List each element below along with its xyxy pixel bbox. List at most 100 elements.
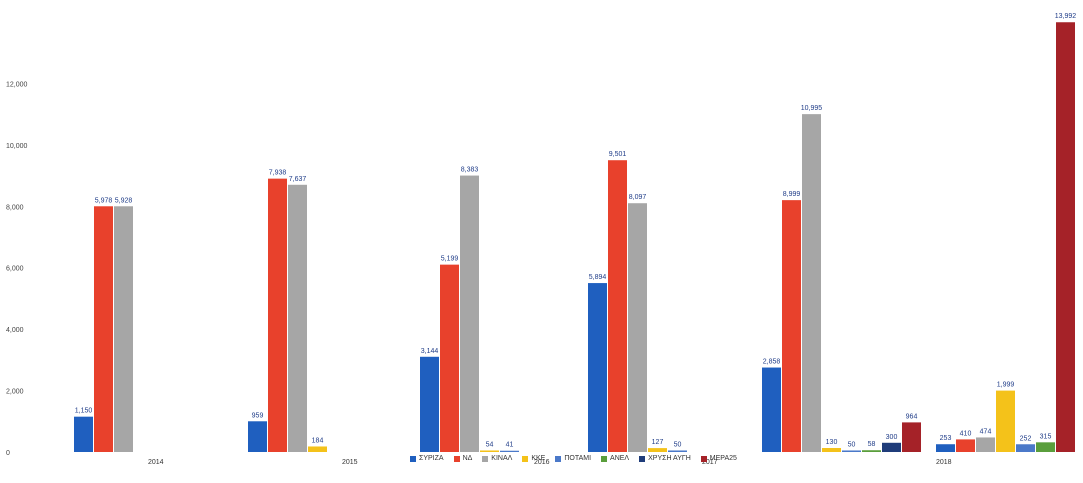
data-label: 5,199 <box>441 256 459 263</box>
bar-2015-2 <box>288 184 307 453</box>
data-label: 300 <box>886 434 898 441</box>
bar-2016-1 <box>440 264 459 452</box>
bar-2017-4 <box>668 450 687 452</box>
legend-label: ΠΟΤΑΜΙ <box>564 455 592 462</box>
y-tick-label: 10,000 <box>6 143 28 150</box>
legend-label: ΚΚΕ <box>531 455 546 462</box>
data-label: 8,097 <box>629 194 647 201</box>
bar-2014-0 <box>74 416 93 452</box>
data-label: 50 <box>848 441 856 448</box>
bar-2016-0 <box>420 356 439 452</box>
bar-2019-5 <box>1036 442 1055 452</box>
data-label: 5,894 <box>589 274 607 281</box>
x-tick-label: 2016 <box>534 459 550 466</box>
bar-2018-7 <box>902 422 921 452</box>
bar-2018-0 <box>762 367 781 452</box>
data-label: 127 <box>652 439 664 446</box>
y-tick-label: 6,000 <box>6 266 24 273</box>
legend-item: ΜΕΡΑ25 <box>700 455 737 462</box>
bar-2018-5 <box>862 450 881 452</box>
y-tick-label: 8,000 <box>6 204 24 211</box>
bar-2018-3 <box>822 448 841 452</box>
data-label: 50 <box>674 441 682 448</box>
bar-2018-1 <box>782 200 801 452</box>
bar-2015-3 <box>308 446 327 452</box>
legend-label: ΣΥΡΙΖΑ <box>419 455 444 462</box>
data-label: 1,999 <box>997 382 1015 389</box>
legend-swatch <box>482 455 489 462</box>
bar-2019-4 <box>1016 444 1035 452</box>
y-tick-label: 2,000 <box>6 389 24 396</box>
data-label: 410 <box>960 430 972 437</box>
data-label: 13,992 <box>1055 13 1077 20</box>
data-label: 252 <box>1020 435 1032 442</box>
data-label: 58 <box>868 441 876 448</box>
bar-2019-0 <box>936 444 955 452</box>
legend-swatch <box>700 455 707 462</box>
bar-2019-7 <box>1056 22 1075 452</box>
data-label: 7,637 <box>289 176 307 183</box>
data-label: 41 <box>506 442 514 449</box>
data-label: 184 <box>312 437 324 444</box>
bar-2019-1 <box>956 439 975 452</box>
data-label: 9,501 <box>609 151 627 158</box>
bar-2014-1 <box>94 206 113 452</box>
x-tick-label: 2015 <box>342 459 358 466</box>
bar-2019-2 <box>976 437 995 452</box>
data-label: 3,144 <box>421 348 439 355</box>
bar-2015-1 <box>268 178 287 452</box>
data-label: 10,995 <box>801 105 823 112</box>
bar-2016-4 <box>500 450 519 452</box>
data-label: 2,858 <box>763 359 781 366</box>
bar-2016-2 <box>460 175 479 453</box>
bar-2017-2 <box>628 203 647 452</box>
bar-2017-1 <box>608 160 627 452</box>
legend-swatch <box>639 455 646 462</box>
legend-label: ΑΝΕΛ <box>610 455 630 462</box>
bar-2018-6 <box>882 442 901 452</box>
data-label: 474 <box>980 428 992 435</box>
legend-label: ΜΕΡΑ25 <box>709 455 737 462</box>
legend-item: ΣΥΡΙΖΑ <box>410 455 444 462</box>
bar-2018-2 <box>802 114 821 453</box>
data-label: 130 <box>826 439 838 446</box>
data-label: 964 <box>906 413 918 420</box>
x-tick-label: 2018 <box>936 459 952 466</box>
y-tick-label: 12,000 <box>6 81 28 88</box>
x-tick-label: 2014 <box>148 459 164 466</box>
bar-2017-0 <box>588 283 607 452</box>
legend-swatch <box>410 455 416 462</box>
legend-item: ΑΝΕΛ <box>601 455 629 462</box>
bar-2019-3 <box>996 390 1015 452</box>
data-label: 7,938 <box>269 170 287 177</box>
data-label: 253 <box>940 435 952 442</box>
bar-2015-0 <box>248 421 267 452</box>
legend-label: ΧΡΥΣΗ ΑΥΓΗ <box>648 455 691 462</box>
chart-legend: ΣΥΡΙΖΑ ΝΔ ΚΙΝΑΛ ΚΚΕ ΠΟΤΑΜΙ ΑΝΕΛ ΧΡΥΣΗ ΑΥΓΗ ΜΕΡΑ… <box>410 455 737 462</box>
legend-label: ΚΙΝΑΛ <box>491 455 513 462</box>
legend-swatch <box>555 455 562 462</box>
legend-swatch <box>453 455 460 462</box>
legend-label: ΝΔ <box>462 455 473 462</box>
data-label: 5,928 <box>115 197 133 204</box>
bar-2016-3 <box>480 450 499 452</box>
bar-2017-3 <box>648 448 667 452</box>
data-label: 315 <box>1040 433 1052 440</box>
bar-2014-2 <box>114 206 133 452</box>
y-tick-label: 0 <box>6 450 10 457</box>
data-label: 8,999 <box>783 191 801 198</box>
data-label: 8,383 <box>461 167 479 174</box>
legend-item: ΚΚΕ <box>522 455 545 462</box>
y-tick-label: 4,000 <box>6 327 24 334</box>
legend-item: ΝΔ <box>453 455 473 462</box>
legend-swatch <box>601 455 608 462</box>
legend-item: ΧΡΥΣΗ ΑΥΓΗ <box>639 455 691 462</box>
legend-item: ΚΙΝΑΛ <box>482 455 512 462</box>
data-label: 959 <box>252 412 264 419</box>
data-label: 1,150 <box>75 408 93 415</box>
legend-item: ΠΟΤΑΜΙ <box>555 455 591 462</box>
x-tick-label: 2017 <box>702 459 718 466</box>
data-label: 5,978 <box>95 197 113 204</box>
legend-swatch <box>522 455 529 462</box>
